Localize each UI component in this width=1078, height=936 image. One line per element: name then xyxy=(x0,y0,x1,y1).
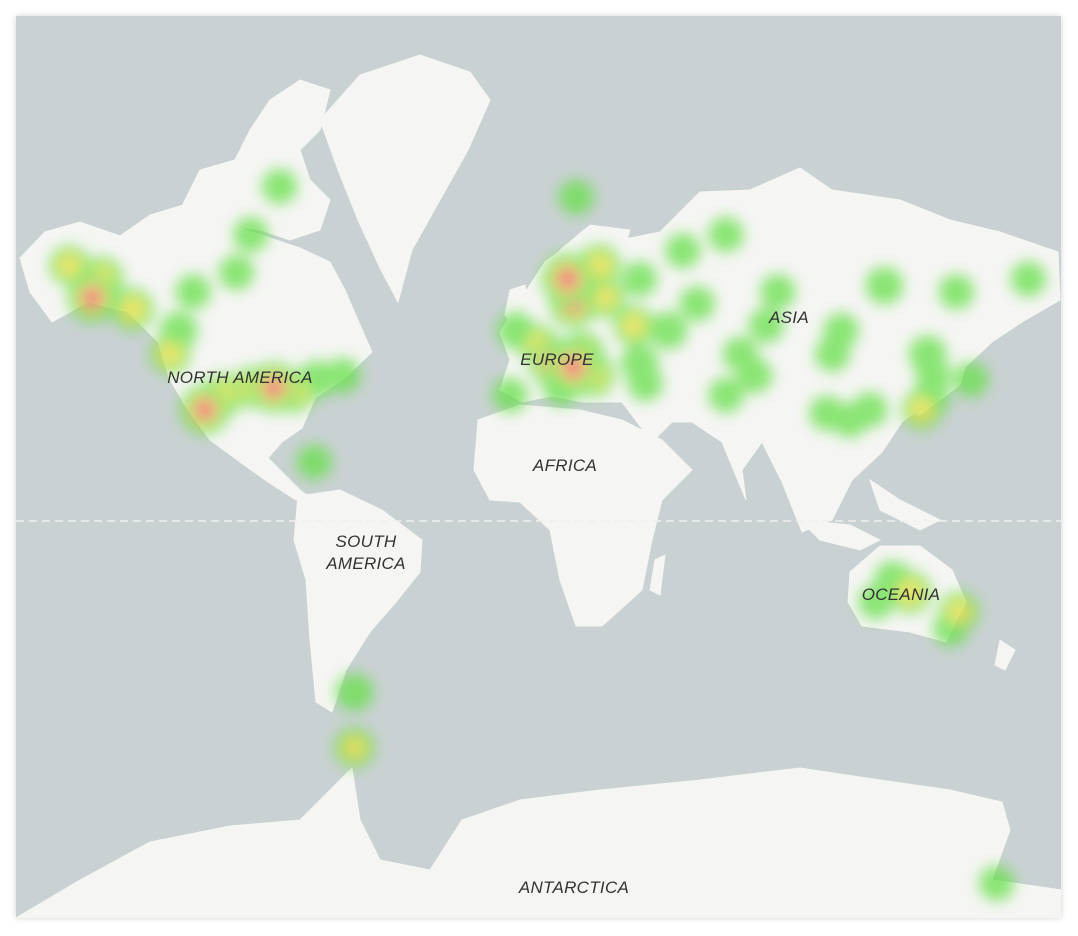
heat-point xyxy=(708,217,744,253)
heat-point xyxy=(760,274,796,310)
antarctica-landmass xyxy=(16,766,1061,918)
label-antarctica: ANTARCTICA xyxy=(518,878,630,897)
heat-point xyxy=(262,376,286,399)
label-asia: ASIA xyxy=(769,308,809,327)
heat-point xyxy=(492,377,528,413)
heat-point xyxy=(622,261,658,297)
new-zealand xyxy=(994,639,1016,671)
heat-point xyxy=(908,335,947,374)
heat-point xyxy=(679,286,715,322)
map-frame[interactable]: NORTH AMERICA SOUTH AMERICA EUROPE AFRIC… xyxy=(16,16,1061,918)
heat-point xyxy=(953,362,989,398)
greenland xyxy=(319,54,491,304)
heat-point xyxy=(1010,261,1046,297)
heat-point xyxy=(897,579,924,606)
heat-point xyxy=(649,311,688,350)
heat-point xyxy=(558,179,594,215)
heat-point xyxy=(909,397,934,422)
africa-landmass xyxy=(473,404,693,627)
south-america-landmass xyxy=(293,489,423,713)
heat-point xyxy=(193,398,217,422)
heat-point xyxy=(262,168,298,205)
heat-point xyxy=(865,266,904,305)
heat-point xyxy=(814,336,851,372)
label-oceania: OCEANIA xyxy=(861,585,941,604)
heat-point xyxy=(665,233,701,269)
heat-point xyxy=(158,342,183,367)
heat-point xyxy=(335,673,374,712)
heat-point xyxy=(342,735,367,760)
heat-point xyxy=(561,355,586,380)
heat-point xyxy=(621,313,646,338)
heat-point xyxy=(218,254,254,291)
label-south-america: SOUTH AMERICA xyxy=(326,532,406,573)
heatmap-layer xyxy=(49,168,1046,901)
heat-point xyxy=(947,599,972,624)
heat-point xyxy=(57,253,82,278)
heat-point xyxy=(852,392,888,428)
heat-point xyxy=(555,267,580,292)
heat-point xyxy=(593,285,618,310)
heat-point xyxy=(81,286,104,310)
label-europe: EUROPE xyxy=(520,350,594,369)
heat-point xyxy=(748,307,784,344)
madagascar xyxy=(649,554,666,596)
heat-point xyxy=(296,444,332,480)
heat-point xyxy=(737,357,773,394)
heat-point xyxy=(979,865,1015,901)
label-africa: AFRICA xyxy=(532,456,598,475)
world-map[interactable] xyxy=(16,16,1061,918)
eurasia-landmass xyxy=(499,167,1061,533)
heat-point xyxy=(175,274,211,310)
heat-point xyxy=(620,344,659,382)
southeast-asia-islands xyxy=(798,478,942,551)
heat-point xyxy=(938,274,975,310)
label-north-america: NORTH AMERICA xyxy=(167,368,313,387)
heat-point xyxy=(119,296,146,323)
heat-point xyxy=(586,252,613,279)
heat-point xyxy=(708,377,744,413)
arctic-islands xyxy=(179,79,331,241)
heat-point xyxy=(233,217,269,253)
